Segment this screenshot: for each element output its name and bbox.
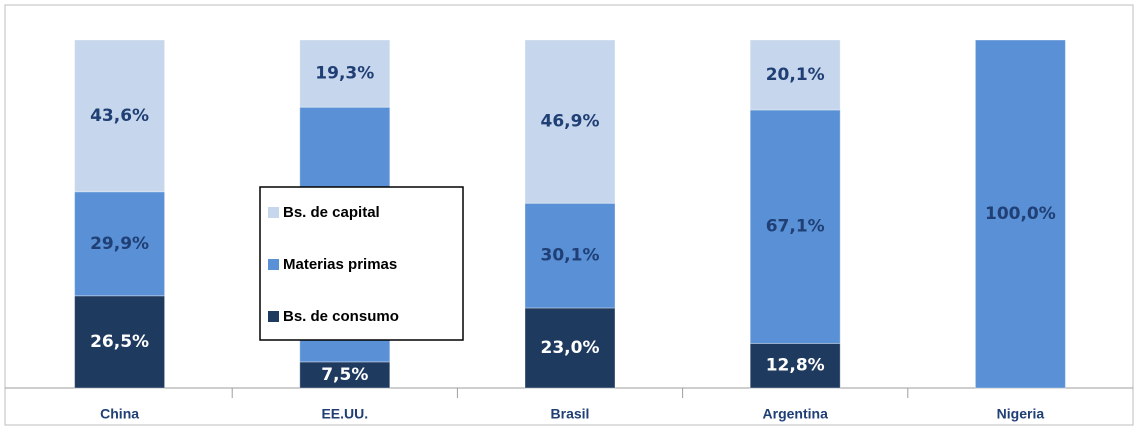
- x-tick-label: EE.UU.: [321, 406, 368, 422]
- data-label: 26,5%: [90, 332, 149, 352]
- legend-label: Bs. de consumo: [283, 308, 399, 325]
- bar-segment: [74, 191, 166, 297]
- legend-box: [259, 186, 464, 341]
- bar-segment: [974, 39, 1066, 389]
- x-tick-label: China: [100, 406, 139, 422]
- data-label: 20,1%: [766, 65, 825, 85]
- bar-segment: [524, 39, 616, 204]
- x-tick-label: Nigeria: [997, 406, 1045, 422]
- data-label: 23,0%: [541, 338, 600, 358]
- data-label: 43,6%: [90, 106, 149, 126]
- bar-segment: [74, 39, 166, 193]
- chart-frame: [4, 4, 1134, 426]
- legend-swatch: [268, 207, 279, 218]
- data-label: 12,8%: [766, 356, 825, 376]
- bar-segment: [299, 39, 391, 108]
- data-label: 67,1%: [766, 217, 825, 237]
- bar-segment: [524, 307, 616, 389]
- bar-segment: [749, 109, 841, 344]
- x-tick-label: Argentina: [763, 406, 829, 422]
- bar-segment: [74, 295, 166, 389]
- data-label: 30,1%: [541, 246, 600, 266]
- legend-swatch: [268, 259, 279, 270]
- x-tick-label: Brasil: [551, 406, 590, 422]
- data-label: 19,3%: [315, 64, 374, 84]
- data-label: 29,9%: [90, 234, 149, 254]
- legend-swatch: [268, 311, 279, 322]
- data-label: 7,5%: [321, 365, 368, 385]
- bar-segment: [524, 202, 616, 309]
- data-label: 46,9%: [541, 112, 600, 132]
- bar-segment: [749, 342, 841, 389]
- bar-segment: [749, 39, 841, 111]
- legend-label: Bs. de capital: [283, 204, 380, 221]
- data-label: 100,0%: [985, 204, 1056, 224]
- legend-label: Materias primas: [283, 256, 397, 273]
